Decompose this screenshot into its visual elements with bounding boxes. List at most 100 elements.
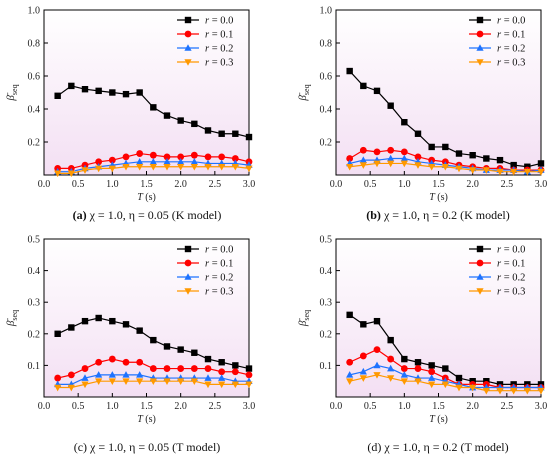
x-tick-label: 0.0 [38,179,51,190]
series-1-point [163,365,171,372]
x-axis-label-var: T [429,192,436,203]
series-1-point [108,156,116,164]
legend-label-value: = 0.0 [209,16,233,27]
series-3-point [122,378,130,385]
series-3-point [510,387,518,395]
series-3-point [245,165,253,173]
x-tick-label: 3.0 [243,179,256,190]
legend-label: r = 0.1 [205,30,233,41]
series-2-point [400,154,408,162]
y-tick-label: 0.2 [320,329,333,340]
y-tick-label: 0.5 [320,235,333,246]
series-3-point [441,381,449,389]
series-3-point [400,160,408,168]
series-2-point [359,367,367,375]
series-1-point [231,368,239,376]
y-axis-label-subscript: seq [302,84,311,95]
y-axis-label-symbol: β̄ [297,318,309,327]
y-tick-label: 0.5 [28,235,41,246]
y-tick-label: 0.1 [28,361,41,372]
legend-label: r = 0.0 [497,16,525,27]
series-0-point [245,365,253,372]
series-1-point [149,151,157,159]
series-2-point [428,374,436,381]
series-3-point [469,384,477,392]
legend-marker [476,245,484,253]
series-1-point [245,371,253,379]
series-1-point [387,355,395,363]
series-1-point [95,358,103,366]
series-3-point [149,163,157,171]
y-tick-label: 0.2 [28,138,41,149]
legend-label-var: r [497,273,502,284]
series-3-point [428,163,436,171]
x-axis-label: T (s) [429,192,448,203]
series-0-point [122,90,130,98]
series-1-point [373,148,381,156]
series-3-point [469,167,477,174]
series-3-point [108,165,116,173]
x-axis-label-unit: (s) [143,192,156,203]
series-3-point [346,378,354,385]
series-0-point [95,87,102,95]
x-tick-label: 2.5 [209,401,222,412]
y-axis-label-subscript: seq [10,310,19,321]
series-2-point [204,374,212,381]
sub-caption: (d) χ = 1.0, η = 0.2 (T model) [367,440,508,454]
series-2-point [81,374,89,381]
series-2-point [136,371,144,378]
series-0-point [68,324,75,331]
x-tick-label: 2.5 [209,179,222,190]
legend-label-var: r [205,259,210,270]
series-3-point [496,387,504,395]
series-3-point [136,378,144,385]
series-1-point [136,358,144,366]
legend-label-value: = 0.3 [501,287,525,298]
y-axis-label-subscript: seq [10,84,19,95]
x-tick-label: 1.0 [106,179,119,190]
series-2-point [108,371,116,378]
series-0-point [414,359,422,366]
series-0-point [510,161,517,169]
series-1-point [400,365,408,372]
legend-label-var: r [205,30,210,41]
x-tick-label: 1.5 [432,401,445,412]
legend-label: r = 0.3 [205,58,233,69]
series-2-point [346,371,354,378]
y-tick-label: 0.3 [28,298,41,309]
series-1-point [346,358,354,366]
series-1-point [387,146,395,154]
series-3-point [149,378,157,385]
series-1-point [204,365,212,372]
x-tick-label: 3.0 [243,401,256,412]
legend-label-var: r [497,44,502,55]
legend-label-value: = 0.3 [209,287,233,298]
legend-label-var: r [497,30,502,41]
series-0-point [95,314,102,322]
series-0-point [68,82,75,90]
series-1-point [177,365,185,372]
series-1-point [149,365,157,372]
x-tick-label: 1.0 [106,401,119,412]
series-1-point [346,155,354,162]
series-0-point [136,89,143,96]
x-tick-label: 1.5 [140,401,153,412]
series-3-point [81,167,89,174]
sub-caption: (c) χ = 1.0, η = 0.05 (T model) [74,440,221,454]
legend-label: r = 0.2 [497,44,525,55]
series-0-point [455,374,463,382]
y-axis-label: β̄seq [5,310,19,327]
legend-label-var: r [497,259,502,270]
x-tick-label: 1.5 [140,179,153,190]
series-1-point [414,153,422,161]
x-tick-label: 2.5 [501,401,514,412]
series-1-point [177,153,185,161]
series-1-point [190,151,198,159]
series-0-point [204,127,212,134]
series-3-point [204,381,212,389]
series-2-point [218,374,226,381]
legend-label-value: = 0.2 [209,44,233,55]
series-1-point [218,153,226,161]
series-3-point [455,384,463,392]
series-3-point [346,163,354,171]
